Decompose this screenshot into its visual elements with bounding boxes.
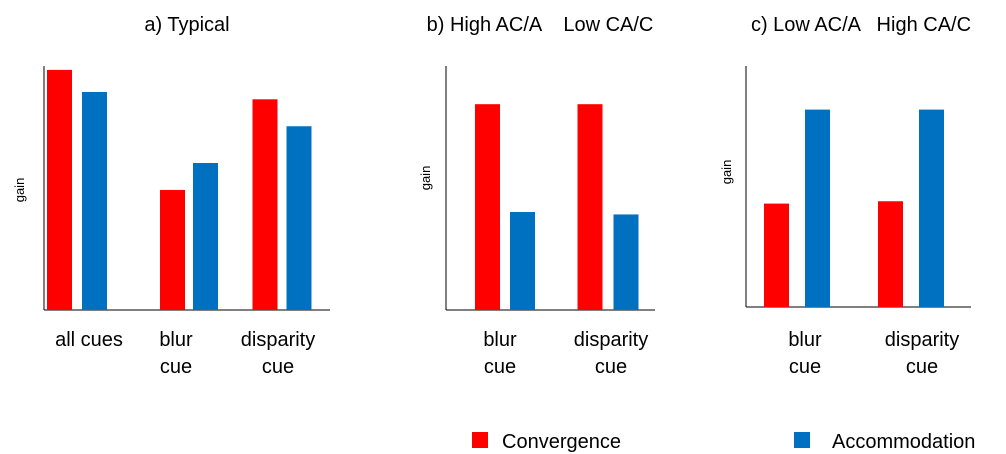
bar-accommodation-blur-cue — [193, 163, 218, 310]
bar-accommodation-all-cues — [82, 91, 107, 310]
panel-a-ylabel: gain — [12, 178, 27, 203]
bar-convergence-blur-cue — [160, 189, 185, 310]
panel-c-bars — [764, 109, 944, 307]
category-label-disparity-cue: disparity cue — [241, 329, 315, 378]
panel-c-ylabel: gain — [719, 160, 734, 185]
panel-c-title: c) Low AC/A High CA/C — [751, 14, 971, 36]
legend-swatch-accommodation — [794, 432, 810, 448]
category-label-blur-cue: blur cue — [159, 329, 193, 378]
bar-accommodation-blur-cue — [510, 212, 535, 310]
bar-convergence-all-cues — [47, 69, 72, 311]
panel-b: b) High AC/A Low CA/C gain blur cue dispar… — [418, 14, 655, 378]
panel-c: c) Low AC/A High CA/C gain blur cue dispar… — [719, 14, 971, 378]
legend-label-accommodation: Accommodation — [832, 431, 975, 453]
bar-convergence-blur-cue — [475, 104, 500, 310]
bar-convergence-blur-cue — [764, 203, 789, 307]
legend-label-convergence: Convergence — [502, 431, 621, 453]
legend: Convergence Accommodation — [472, 431, 975, 453]
panel-a-title: a) Typical — [144, 14, 229, 36]
panel-b-categories: blur cue disparity cue — [483, 329, 648, 378]
category-label-blur-cue: blur cue — [788, 329, 822, 378]
bar-accommodation-disparity-cue — [919, 109, 944, 307]
bar-accommodation-disparity-cue — [286, 126, 312, 310]
category-label-disparity-cue: disparity cue — [574, 329, 648, 378]
panel-b-title: b) High AC/A Low CA/C — [427, 14, 654, 36]
panel-c-categories: blur cue disparity cue — [788, 329, 959, 378]
bar-convergence-disparity-cue — [577, 104, 603, 310]
panel-a-categories: all cues blur cue disparity cue — [55, 329, 315, 378]
category-label-disparity-cue: disparity cue — [885, 329, 959, 378]
panel-a: a) Typical gain all cues blur cue disparity… — [12, 14, 330, 378]
category-label-all-cues: all cues — [55, 329, 123, 351]
bar-convergence-disparity-cue — [252, 99, 278, 310]
category-label-blur-cue: blur cue — [483, 329, 517, 378]
bar-accommodation-blur-cue — [805, 109, 830, 307]
panel-a-bars — [47, 69, 312, 311]
panel-b-bars — [475, 104, 639, 310]
panel-b-ylabel: gain — [418, 166, 433, 191]
bar-accommodation-disparity-cue — [613, 214, 639, 310]
legend-swatch-convergence — [472, 432, 488, 448]
bar-convergence-disparity-cue — [878, 201, 903, 307]
